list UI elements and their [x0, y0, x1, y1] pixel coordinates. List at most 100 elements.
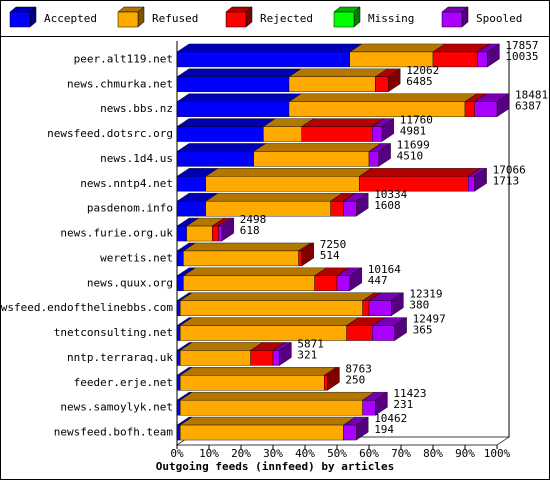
bar-top: [179, 367, 337, 376]
legend-label: Refused: [152, 12, 198, 25]
total-label: 380: [409, 299, 429, 312]
legend-swatch: [117, 11, 139, 28]
bar-top: [179, 317, 360, 326]
category-label: news.bbs.nz: [100, 102, 173, 115]
x-tick-label: 90%: [455, 447, 475, 460]
bar: [179, 375, 325, 391]
total-label: 618: [240, 224, 260, 237]
bar: [179, 399, 363, 416]
total-label: 4510: [397, 149, 424, 162]
bar: [176, 250, 184, 267]
bar-top: [301, 118, 385, 127]
bar: [330, 200, 344, 217]
bar: [176, 76, 290, 93]
legend-label: Rejected: [260, 12, 313, 25]
total-label: 194: [374, 423, 394, 436]
bar: [176, 126, 264, 142]
total-label: 8763: [345, 362, 372, 375]
bar: [272, 350, 280, 366]
total-label: 4981: [400, 125, 427, 138]
bar-top: [179, 391, 376, 401]
category-label: feeder.erje.net: [74, 376, 173, 389]
x-axis-label: Outgoing feeds (innfeed) by articles: [156, 460, 394, 473]
bar: [288, 101, 466, 117]
bar-top: [288, 68, 389, 78]
total-label: 10462: [374, 412, 407, 425]
bar-top: [176, 143, 267, 152]
category-label: pasdenom.info: [87, 202, 173, 215]
bar: [372, 126, 383, 142]
bar: [176, 200, 206, 217]
category-label: news.quux.org: [87, 276, 173, 289]
bar: [464, 101, 475, 117]
bar: [346, 325, 373, 341]
bar: [211, 225, 219, 242]
bar-top: [176, 118, 277, 127]
bar: [432, 51, 478, 68]
bar: [179, 424, 344, 441]
category-label: newsfeed.endofthelinebbs.com: [0, 301, 173, 314]
total-label: 7250: [320, 238, 347, 251]
x-tick-label: 20%: [231, 447, 251, 460]
bar: [205, 200, 331, 217]
bar: [301, 126, 373, 142]
bar-top: [358, 168, 481, 177]
total-label: 11760: [400, 114, 433, 127]
bar: [336, 275, 351, 292]
total-label: 6387: [515, 100, 542, 113]
bar: [176, 375, 181, 391]
total-label: 12497: [413, 313, 446, 326]
category-label: news.nntp4.net: [80, 177, 173, 190]
bar: [176, 325, 181, 341]
legend-swatch: [9, 11, 31, 28]
bar: [253, 151, 370, 167]
total-label: 12062: [406, 64, 439, 77]
x-tick-label: 30%: [263, 447, 283, 460]
category-label: tnetconsulting.net: [54, 326, 173, 339]
bar: [474, 101, 498, 117]
bar: [362, 300, 370, 316]
bar-top: [176, 93, 302, 102]
bar: [314, 275, 338, 292]
total-label: 11423: [393, 387, 426, 400]
total-label: 2498: [240, 213, 266, 226]
category-label: newsfeed.bofh.team: [54, 426, 174, 439]
bar: [176, 151, 255, 167]
bar-top: [253, 143, 382, 152]
bar: [368, 300, 392, 316]
total-label: 18481: [515, 89, 548, 102]
total-label: 11699: [397, 138, 430, 151]
bar: [263, 126, 302, 142]
x-tick-label: 80%: [423, 447, 443, 460]
total-label: 6485: [406, 75, 433, 88]
bar: [176, 399, 181, 416]
x-tick-label: 50%: [327, 447, 347, 460]
legend-label: Missing: [368, 12, 414, 25]
total-label: 5871: [297, 337, 324, 350]
category-label: newsfeed.dotsrc.org: [47, 127, 173, 140]
bar: [343, 200, 357, 217]
total-label: 321: [297, 348, 317, 361]
bar: [176, 350, 181, 366]
x-tick-label: 40%: [295, 447, 315, 460]
bar-top: [176, 68, 302, 78]
total-label: 447: [368, 274, 388, 287]
bar-top: [205, 192, 344, 202]
total-label: 231: [393, 398, 413, 411]
total-label: 10334: [374, 188, 407, 201]
legend-label: Spooled: [476, 12, 522, 25]
bar-top: [179, 416, 357, 426]
bar: [176, 225, 187, 242]
bar: [298, 250, 303, 267]
x-tick-label: 10%: [199, 447, 219, 460]
x-tick-label: 60%: [359, 447, 379, 460]
bar: [183, 250, 299, 267]
total-label: 17857: [505, 39, 538, 52]
total-label: 1608: [374, 199, 401, 212]
category-label: news.samoylyk.net: [60, 401, 173, 414]
category-label: news.furie.org.uk: [60, 227, 173, 240]
legend-swatch: [333, 11, 355, 28]
bar: [368, 151, 379, 167]
bar: [362, 399, 376, 416]
bar: [343, 424, 357, 441]
